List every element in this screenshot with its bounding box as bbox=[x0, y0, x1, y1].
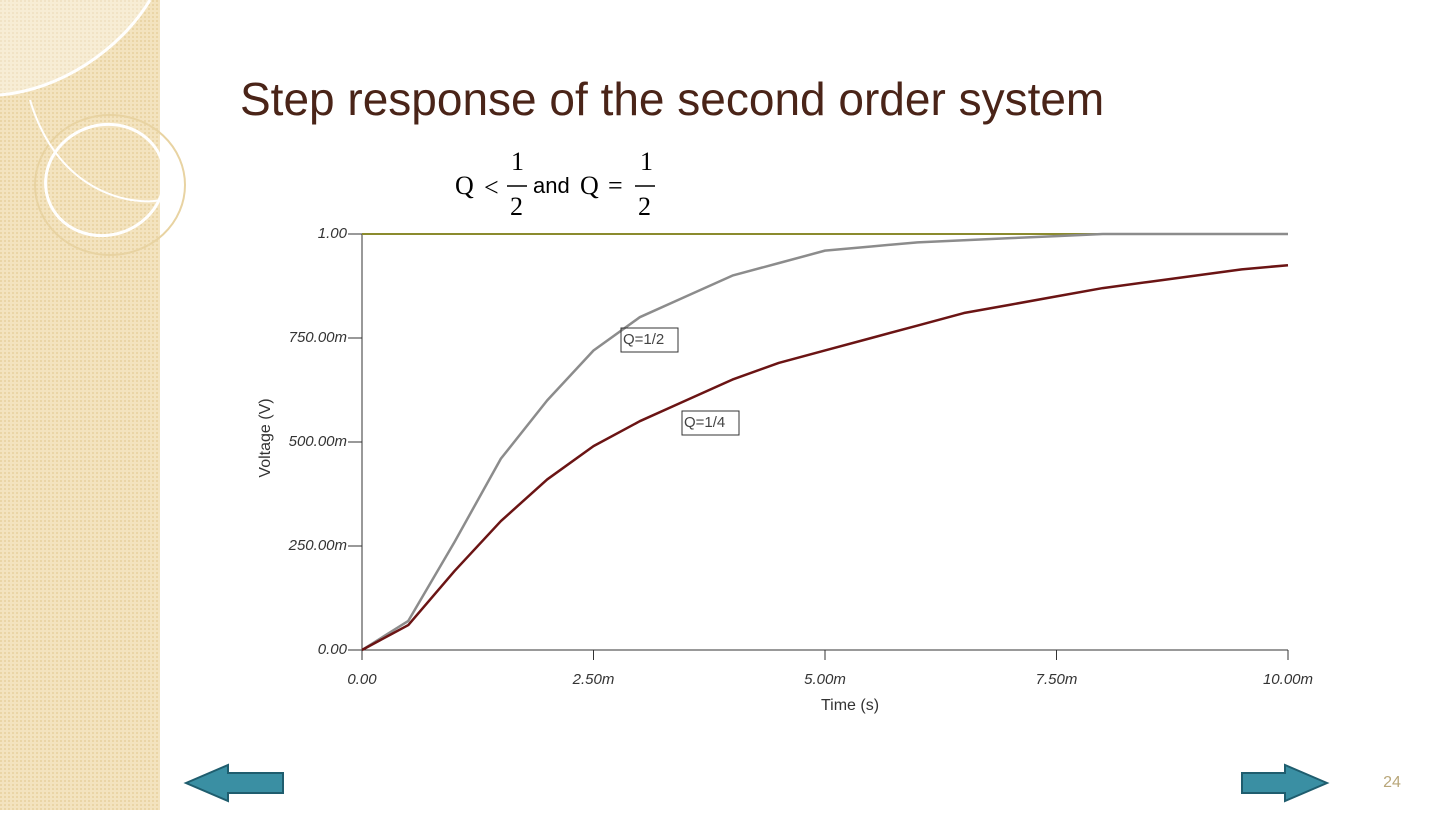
series-label: Q=1/4 bbox=[684, 414, 725, 431]
formula-text: = bbox=[608, 171, 623, 200]
side-panel bbox=[0, 0, 186, 810]
formula-text: < bbox=[484, 173, 499, 202]
x-tick-label: 7.50m bbox=[1036, 671, 1078, 688]
formula-text: 1 bbox=[511, 147, 524, 176]
series-label: Q=1/2 bbox=[623, 331, 664, 348]
next-button[interactable] bbox=[1241, 763, 1330, 803]
formula-text: 2 bbox=[638, 192, 651, 221]
formula-text: Q bbox=[580, 171, 599, 200]
page-number: 24 bbox=[1383, 774, 1401, 791]
x-tick-label: 0.00 bbox=[347, 671, 377, 688]
x-tick-label: 2.50m bbox=[572, 671, 615, 688]
series-label-box bbox=[681, 410, 740, 436]
slide-title: Step response of the second order system bbox=[240, 73, 1104, 125]
formula-text: Q bbox=[455, 171, 474, 200]
series-line bbox=[361, 232, 1288, 652]
y-tick-label: 250.00m bbox=[288, 537, 347, 554]
y-tick-label: 500.00m bbox=[289, 433, 347, 450]
x-tick-label: 10.00m bbox=[1263, 671, 1313, 688]
series-line bbox=[361, 263, 1289, 652]
x-tick-label: 5.00m bbox=[804, 671, 846, 688]
prev-button[interactable] bbox=[183, 763, 284, 803]
formula: Q < 1 2 and Q = 1 2 bbox=[455, 147, 655, 221]
formula-text: 2 bbox=[510, 192, 523, 221]
x-axis-label: Time (s) bbox=[821, 697, 879, 714]
y-tick-label: 750.00m bbox=[289, 329, 347, 346]
chart: 0.00 250.00m 500.00m 750.00m 1.00 0.00 2.50m 5.… bbox=[257, 225, 1313, 714]
y-axis-label: Voltage (V) bbox=[257, 398, 274, 477]
formula-text: 1 bbox=[640, 147, 653, 176]
series-label-box bbox=[620, 327, 679, 353]
y-tick-label: 0.00 bbox=[318, 641, 348, 658]
y-tick-label: 1.00 bbox=[318, 225, 348, 242]
formula-text: and bbox=[533, 173, 570, 198]
